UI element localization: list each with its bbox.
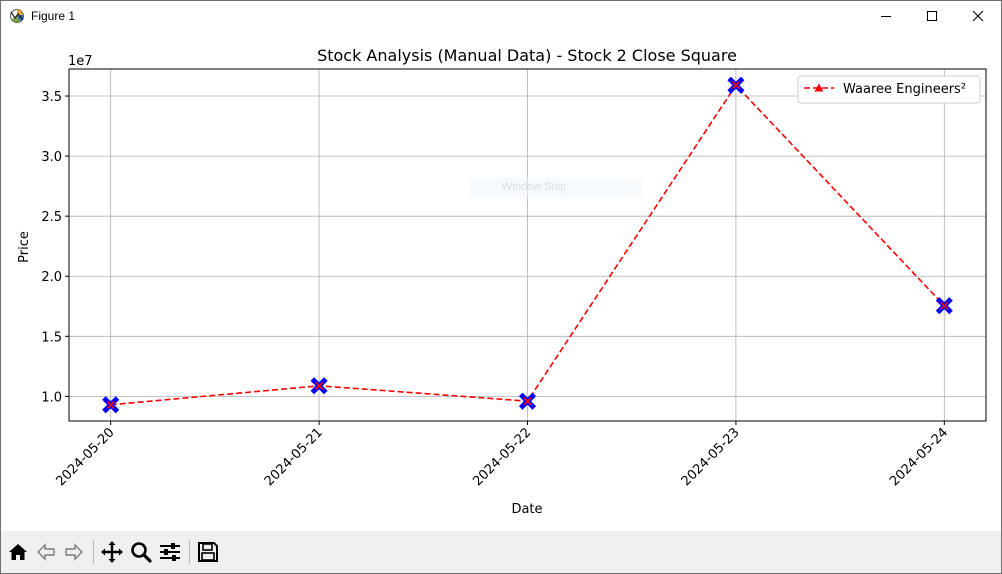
legend-marker xyxy=(814,83,824,92)
save-icon xyxy=(198,542,218,562)
data-point-marker-core xyxy=(940,301,949,310)
maximize-icon xyxy=(927,11,937,21)
minimize-icon xyxy=(881,16,891,17)
minimize-button[interactable] xyxy=(863,1,909,31)
x-axis-label: Date xyxy=(511,502,542,517)
chart-title: Stock Analysis (Manual Data) - Stock 2 C… xyxy=(317,46,737,65)
y-tick-label: 1.0 xyxy=(41,390,62,405)
forward-icon xyxy=(65,543,83,561)
back-button[interactable] xyxy=(34,540,58,564)
window-snip-label: Window Snip xyxy=(502,181,567,193)
maximize-button[interactable] xyxy=(909,1,955,31)
x-tick-label: 2024-05-21 xyxy=(262,425,326,489)
y-tick-label: 3.5 xyxy=(41,90,62,105)
zoom-button[interactable] xyxy=(129,540,153,564)
x-tick-label: 2024-05-20 xyxy=(53,425,117,489)
zoom-icon xyxy=(131,542,152,563)
y-tick-label: 1.5 xyxy=(41,330,62,345)
navigation-toolbar xyxy=(1,531,1001,573)
pan-button[interactable] xyxy=(100,540,124,564)
y-tick-label: 3.0 xyxy=(41,150,62,165)
forward-button[interactable] xyxy=(62,540,86,564)
pan-icon xyxy=(101,541,123,563)
home-icon xyxy=(9,544,27,560)
window-snip-overlay: Window Snip xyxy=(470,178,642,198)
toolbar-separator xyxy=(93,540,94,564)
close-button[interactable] xyxy=(955,1,1001,31)
y-tick-label: 2.5 xyxy=(41,210,62,225)
legend-box xyxy=(797,75,981,104)
app-icon xyxy=(10,9,24,23)
x-tick-label: 2024-05-24 xyxy=(887,425,951,489)
y-tick-label: 2.0 xyxy=(41,270,62,285)
close-icon xyxy=(972,10,984,22)
window-title: Figure 1 xyxy=(31,9,76,23)
toolbar-separator xyxy=(189,540,190,564)
x-tick-label: 2024-05-22 xyxy=(470,425,534,489)
configure-subplots-icon xyxy=(160,543,180,561)
back-icon xyxy=(37,543,55,561)
data-point-marker-core xyxy=(106,400,115,409)
legend: Waaree Engineers² xyxy=(797,75,981,104)
figure-canvas[interactable]: Stock Analysis (Manual Data) - Stock 2 C… xyxy=(1,31,1001,531)
home-button[interactable] xyxy=(6,540,30,564)
title-bar[interactable]: Figure 1 xyxy=(1,1,1001,31)
y-offset-label: 1e7 xyxy=(68,54,93,69)
data-point-marker-core xyxy=(315,381,324,390)
plot-area: 1.0 1.5 2.0 2.5 3.0 3.5 2024-05-20 2024-05-21 20… xyxy=(41,68,987,489)
y-axis-label: Price xyxy=(17,231,32,263)
chart: Stock Analysis (Manual Data) - Stock 2 C… xyxy=(17,46,987,517)
configure-subplots-button[interactable] xyxy=(158,540,182,564)
legend-series-name: Waaree Engineers² xyxy=(843,82,966,97)
x-tick-label: 2024-05-23 xyxy=(679,425,743,489)
save-button[interactable] xyxy=(196,540,220,564)
data-point-marker-core xyxy=(523,397,532,406)
data-point-marker-core xyxy=(731,81,740,90)
